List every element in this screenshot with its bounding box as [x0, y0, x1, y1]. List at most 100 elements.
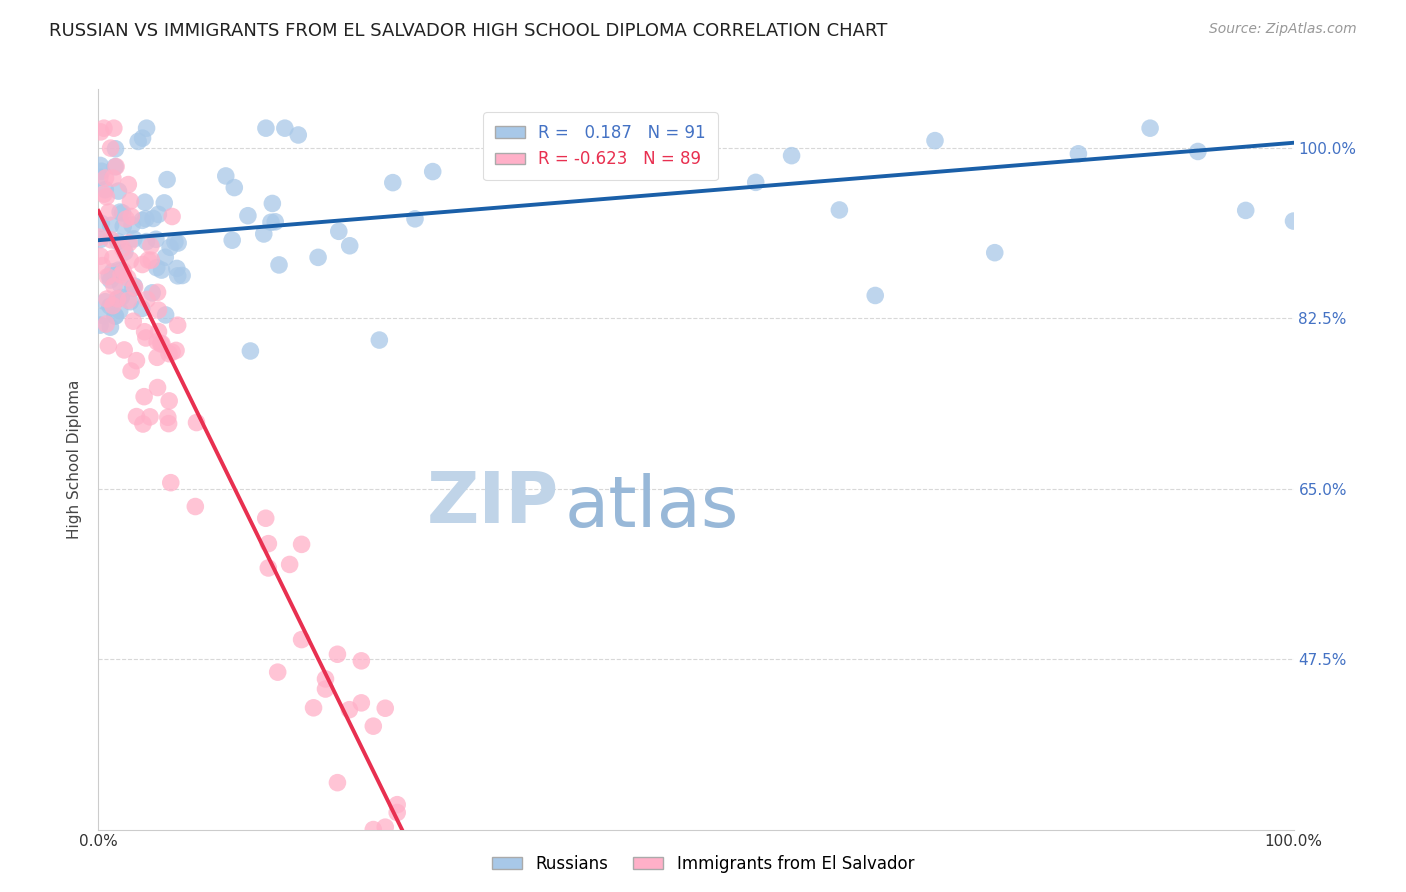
Point	[103, 279, 125, 293]
Point	[122, 314, 145, 328]
Point	[1139, 121, 1161, 136]
Point	[125, 409, 148, 424]
Point	[326, 775, 349, 789]
Point	[97, 339, 120, 353]
Point	[136, 253, 159, 268]
Point	[139, 409, 162, 424]
Point	[291, 537, 314, 551]
Point	[100, 233, 122, 247]
Point	[267, 665, 290, 680]
Point	[104, 160, 127, 174]
Point	[110, 277, 132, 292]
Point	[110, 268, 132, 282]
Point	[1067, 146, 1090, 161]
Point	[98, 269, 121, 284]
Point	[267, 258, 290, 272]
Point	[108, 205, 131, 219]
Point	[260, 215, 283, 229]
Point	[236, 209, 259, 223]
Point	[136, 293, 159, 307]
Point	[120, 253, 142, 268]
Point	[94, 183, 117, 197]
Point	[90, 125, 112, 139]
Point	[89, 158, 111, 172]
Point	[131, 213, 153, 227]
Point	[156, 172, 179, 186]
Point	[139, 239, 162, 253]
Point	[94, 317, 117, 331]
Point	[148, 207, 170, 221]
Point	[114, 244, 136, 259]
Point	[150, 336, 173, 351]
Point	[163, 235, 186, 249]
Point	[141, 285, 163, 300]
Point	[166, 318, 188, 333]
Point	[101, 171, 124, 186]
Point	[141, 253, 163, 268]
Point	[363, 822, 385, 837]
Legend: Russians, Immigrants from El Salvador: Russians, Immigrants from El Salvador	[485, 848, 921, 880]
Point	[315, 681, 337, 696]
Point	[96, 190, 118, 204]
Text: ZIP: ZIP	[426, 469, 558, 538]
Point	[307, 251, 329, 265]
Point	[117, 271, 139, 285]
Point	[165, 343, 187, 358]
Point	[107, 263, 129, 277]
Point	[107, 292, 129, 306]
Point	[111, 242, 134, 256]
Point	[404, 211, 426, 226]
Point	[100, 141, 122, 155]
Point	[239, 343, 262, 358]
Point	[125, 353, 148, 368]
Point	[101, 265, 124, 279]
Point	[111, 206, 134, 220]
Point	[122, 232, 145, 246]
Point	[159, 475, 181, 490]
Point	[291, 632, 314, 647]
Point	[302, 701, 325, 715]
Point	[166, 261, 188, 276]
Point	[131, 131, 153, 145]
Text: Source: ZipAtlas.com: Source: ZipAtlas.com	[1209, 22, 1357, 37]
Point	[104, 309, 127, 323]
Point	[96, 292, 118, 306]
Point	[254, 121, 277, 136]
Point	[107, 292, 129, 306]
Point	[132, 417, 155, 431]
Point	[385, 805, 409, 820]
Point	[1282, 214, 1305, 228]
Point	[89, 233, 111, 247]
Point	[110, 264, 132, 278]
Point	[828, 202, 851, 217]
Point	[326, 647, 349, 661]
Point	[100, 219, 122, 233]
Point	[149, 337, 172, 351]
Point	[221, 233, 243, 247]
Point	[134, 195, 156, 210]
Point	[374, 820, 396, 834]
Point	[89, 249, 111, 263]
Point	[381, 176, 404, 190]
Point	[374, 701, 396, 715]
Point	[156, 410, 179, 425]
Point	[115, 212, 138, 227]
Point	[155, 308, 177, 322]
Point	[90, 216, 112, 230]
Point	[1187, 145, 1209, 159]
Point	[254, 511, 277, 525]
Point	[89, 170, 111, 185]
Point	[1234, 203, 1257, 218]
Point	[89, 230, 111, 244]
Point	[117, 178, 139, 192]
Point	[134, 390, 156, 404]
Point	[262, 196, 284, 211]
Point	[780, 148, 803, 162]
Point	[148, 303, 170, 318]
Point	[155, 250, 177, 264]
Point	[100, 320, 122, 334]
Point	[153, 195, 176, 210]
Point	[94, 171, 117, 186]
Point	[107, 235, 129, 249]
Point	[215, 169, 238, 183]
